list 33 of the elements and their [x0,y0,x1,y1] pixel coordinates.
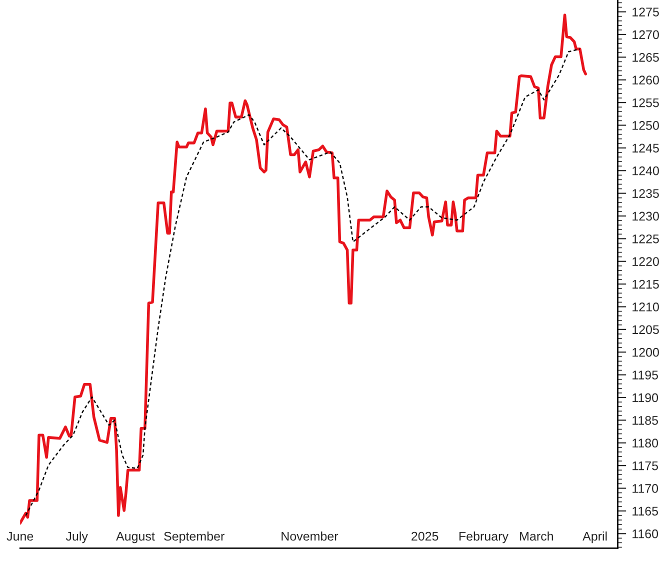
y-tick-label: 1170 [632,484,658,493]
x-tick-label: September [164,531,224,544]
y-tick-label: 1260 [632,76,659,85]
y-tick-label: 1275 [632,8,659,16]
y-tick-label: 1245 [632,144,659,153]
y-tick-label: 1265 [632,52,659,62]
y-tick-label: 1230 [632,212,659,221]
y-tick-label: 1205 [632,325,659,334]
y-tick-label: 1235 [632,189,659,198]
x-tick-label: March [520,531,553,541]
y-tick-label: 1240 [632,166,659,176]
y-tick-label: 1215 [632,280,659,289]
y-tick-label: 1200 [632,348,659,357]
x-tick-label: April [582,531,607,544]
y-tick-label: 1270 [632,30,659,40]
y-tick-label: 1180 [632,438,658,448]
y-tick-label: 1210 [632,302,659,312]
x-tick-label: 2025 [412,532,438,541]
y-tick-label: 1220 [632,257,659,266]
y-tick-label: 1250 [632,121,659,130]
y-tick-label: 1195 [632,370,658,380]
y-tick-label: 1185 [632,416,658,425]
y-tick-label: 1165 [632,506,658,516]
y-tick-label: 1255 [632,98,659,108]
x-tick-label: June [6,532,34,541]
x-tick-label: February [459,531,508,544]
y-tick-label: 1190 [632,393,658,402]
x-tick-label: November [282,531,338,541]
x-tick-label: July [66,531,88,544]
y-tick-label: 1175 [632,461,658,470]
y-tick-label: 1160 [632,529,658,538]
y-tick-label: 1225 [632,234,659,244]
x-tick-label: August [116,532,155,544]
